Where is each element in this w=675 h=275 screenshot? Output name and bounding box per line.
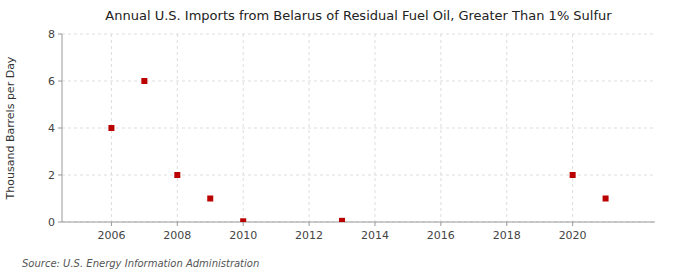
tick-x [243, 222, 244, 226]
point [240, 218, 246, 222]
tick-x [177, 222, 178, 226]
point [570, 172, 576, 178]
grid-line-x [177, 34, 178, 222]
grid-line-y [62, 175, 655, 176]
grid-line-x [506, 34, 507, 222]
point [141, 78, 147, 84]
x-axis-line [62, 222, 655, 223]
tick-label-y: 6 [48, 75, 55, 88]
tick-y [58, 34, 62, 35]
tick-label-x: 2012 [295, 229, 323, 242]
grid-line-y [62, 81, 655, 82]
tick-label-y: 2 [48, 169, 55, 182]
grid-line-y [62, 222, 655, 223]
tick-label-x: 2008 [163, 229, 191, 242]
tick-y [58, 81, 62, 82]
tick-label-x: 2016 [427, 229, 455, 242]
axes: 0 2 4 6 8 2006 2008 2010 2012 2014 2016 2018 2020 [48, 28, 655, 242]
tick-label-x: 2018 [493, 229, 521, 242]
point [108, 125, 114, 131]
grid-line-y [62, 34, 655, 35]
point [174, 172, 180, 178]
grid-line-x [440, 34, 441, 222]
grid-line-y [62, 128, 655, 129]
y-axis-line [62, 34, 63, 222]
grid-line-x [374, 34, 375, 222]
tick-label-y: 8 [48, 28, 55, 41]
point [339, 218, 345, 222]
tick-x [440, 222, 441, 226]
grid-line-x [243, 34, 244, 222]
source-note: Source: U.S. Energy Information Administ… [22, 258, 259, 269]
grid [62, 34, 655, 222]
chart: Annual U.S. Imports from Belarus of Resi… [0, 0, 675, 275]
tick-label-x: 2014 [361, 229, 389, 242]
tick-label-y: 0 [48, 216, 55, 229]
grid-line-x [309, 34, 310, 222]
tick-y [58, 128, 62, 129]
tick-label-y: 4 [48, 122, 55, 135]
y-axis-label: Thousand Barrels per Day [4, 56, 17, 200]
tick-x [506, 222, 507, 226]
tick-label-x: 2020 [559, 229, 587, 242]
tick-x [374, 222, 375, 226]
grid-line-x [572, 34, 573, 222]
tick-y [58, 222, 62, 223]
tick-label-x: 2006 [97, 229, 125, 242]
tick-x [111, 222, 112, 226]
title: Annual U.S. Imports from Belarus of Resi… [105, 8, 612, 23]
tick-x [572, 222, 573, 226]
tick-y [58, 175, 62, 176]
points [108, 78, 608, 222]
point [603, 196, 609, 202]
tick-label-x: 2010 [229, 229, 257, 242]
tick-x [309, 222, 310, 226]
point [207, 196, 213, 202]
